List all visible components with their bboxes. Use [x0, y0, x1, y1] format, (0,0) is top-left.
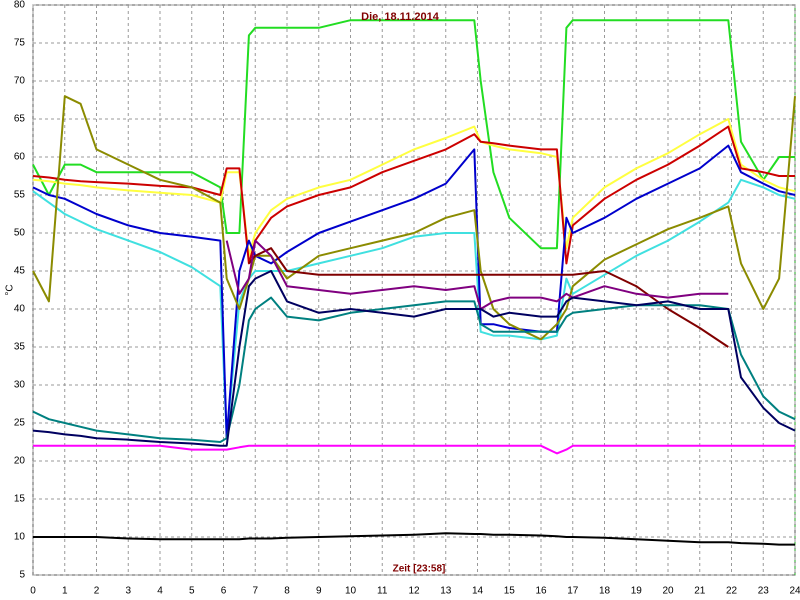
x-tick-label: 21: [694, 586, 706, 597]
x-tick-label: 17: [567, 586, 579, 597]
y-tick-label: 40: [14, 304, 26, 315]
x-tick-label: 18: [599, 586, 611, 597]
x-tick-label: 5: [189, 586, 195, 597]
x-tick-label: 1: [62, 586, 68, 597]
series-line: [32, 95, 796, 341]
y-tick-label: 15: [14, 494, 26, 505]
y-tick-label: 25: [14, 418, 26, 429]
x-tick-label: 23: [758, 586, 770, 597]
x-tick-label: 10: [345, 586, 357, 597]
x-tick-label: 14: [472, 586, 484, 597]
y-tick-label: 5: [19, 570, 25, 581]
y-tick-label: 55: [14, 190, 26, 201]
x-tick-label: 8: [284, 586, 290, 597]
series-line: [32, 296, 796, 443]
x-tick-label: 7: [252, 586, 258, 597]
series-line: [32, 178, 796, 440]
x-tick-label: 16: [535, 586, 547, 597]
x-tick-label: 19: [631, 586, 643, 597]
series-line: [225, 239, 729, 310]
lines: [32, 19, 796, 546]
x-tick-label: 15: [504, 586, 516, 597]
series-line: [32, 270, 796, 447]
y-tick-label: 10: [14, 532, 26, 543]
series-line: [32, 118, 796, 257]
x-tick-label: 2: [94, 586, 100, 597]
x-tick-label: 11: [377, 586, 388, 597]
chart-title: Die, 18.11.2014: [361, 11, 440, 23]
y-tick-label: 20: [14, 456, 26, 467]
y-tick-label: 65: [14, 114, 26, 125]
series-line: [33, 444, 795, 455]
y-tick-label: 60: [14, 152, 26, 163]
grid: [32, 4, 796, 576]
y-tick-label: 30: [14, 380, 26, 391]
x-tick-label: 20: [662, 586, 674, 597]
y-tick-label: 45: [14, 266, 26, 277]
x-tick-label: 13: [440, 586, 452, 597]
x-tick-label: 0: [30, 586, 36, 597]
y-tick-label: 50: [14, 228, 26, 239]
y-tick-label: 75: [14, 38, 26, 49]
series-line: [248, 247, 729, 348]
x-tick-label: 4: [157, 586, 163, 597]
x-tick-label: 22: [726, 586, 738, 597]
x-tick-label: 9: [316, 586, 322, 597]
series-line: [32, 125, 795, 265]
x-tick-label: 6: [221, 586, 227, 597]
y-tick-label: 35: [14, 342, 26, 353]
series-line: [33, 532, 795, 546]
y-tick-label: 80: [14, 0, 26, 11]
y-axis-label: °C: [5, 284, 16, 295]
series-line: [32, 144, 796, 440]
series-line: [32, 19, 795, 250]
y-tick-label: 70: [14, 76, 26, 87]
x-tick-label: 3: [125, 586, 131, 597]
x-tick-label: 24: [789, 586, 800, 597]
x-tick-label: 12: [408, 586, 420, 597]
x-axis-label: Zeit [23:58]: [393, 564, 446, 575]
